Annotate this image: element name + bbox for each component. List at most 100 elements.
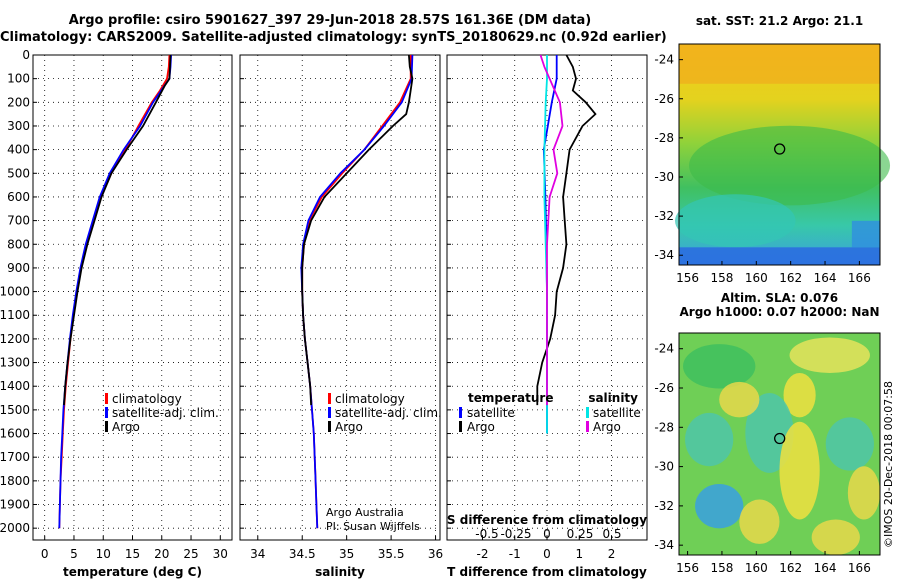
legend-swatch <box>586 407 589 418</box>
series-line-argo <box>63 54 172 406</box>
legend-label: Argo <box>112 420 140 434</box>
x-tick-label: 34.5 <box>289 547 316 561</box>
y-tick-label: -26 <box>654 381 674 395</box>
x-tick-label: 164 <box>814 271 837 285</box>
x-tick-label: 15 <box>125 547 140 561</box>
x-tick-label: 30 <box>213 547 228 561</box>
y-tick-label: 1900 <box>0 498 30 512</box>
y-tick-label: -34 <box>654 248 674 262</box>
legend-swatch <box>459 407 462 418</box>
series-line-climatology <box>301 55 412 529</box>
y-tick-label: 600 <box>7 190 30 204</box>
legend-swatch <box>328 407 331 418</box>
chart-title-line-1: Argo profile: csiro 5901627_397 29-Jun-2… <box>68 13 592 28</box>
map-sla_map: 156 158 160 162 164 166 -24 -26 -28 -30 -32 -34 Alti… <box>654 291 881 575</box>
panel-temperature: 0100200300400500600700800900100011001200… <box>0 48 233 579</box>
y-tick-label: 1300 <box>0 356 30 370</box>
legend-header: salinity <box>588 391 638 405</box>
x-tick-label: 10 <box>96 547 111 561</box>
y-tick-label: -26 <box>654 92 674 106</box>
legend-label: satellite-adj. clim. <box>335 406 442 420</box>
legend-swatch <box>328 421 331 432</box>
y-tick-label: -24 <box>654 342 674 356</box>
legend-swatch <box>586 421 589 432</box>
sst-green-patch <box>689 125 891 206</box>
top-tick-label: 0.5 <box>602 527 621 541</box>
legend-label: Argo <box>335 420 363 434</box>
sla-anomaly-patch <box>825 417 874 471</box>
map-frame <box>678 43 881 266</box>
y-tick-label: 700 <box>7 214 30 228</box>
sst-cold-band <box>679 247 880 265</box>
sla-anomaly-patch <box>783 372 816 418</box>
legend-label: satellite <box>593 406 641 420</box>
y-tick-label: 100 <box>7 72 30 86</box>
panel-salinity: 34 34.5 35 35.5 36 salinity climatologysatelli… <box>239 54 443 579</box>
series-line-temperature-argo <box>536 54 597 406</box>
x-tick-label: -2 <box>476 547 488 561</box>
sla-anomaly-patch <box>811 519 860 555</box>
x-axis-label: salinity <box>315 565 365 579</box>
sst-cyan-patch <box>674 194 796 248</box>
sla-anomaly-patch <box>719 381 760 418</box>
x-tick-label: 35.5 <box>378 547 405 561</box>
x-tick-label: 35 <box>339 547 354 561</box>
top-tick-label: -0.5 <box>475 527 498 541</box>
series-line-satellite-adj-clim- <box>58 54 172 529</box>
x-tick-label: 158 <box>710 271 733 285</box>
y-tick-label: -34 <box>654 538 674 552</box>
x-tick-label: 160 <box>745 271 768 285</box>
chart-title-line-2: Climatology: CARS2009. Satellite-adjuste… <box>0 30 667 45</box>
x-axis-label: temperature (deg C) <box>63 565 202 579</box>
y-tick-label: 1000 <box>0 285 30 299</box>
x-tick-label: 160 <box>745 561 768 575</box>
x-tick-label: 166 <box>848 271 871 285</box>
argo-position-marker <box>774 432 786 445</box>
x-tick-label: 156 <box>676 271 699 285</box>
y-tick-label: 1700 <box>0 450 30 464</box>
x-tick-label: 158 <box>710 561 733 575</box>
y-tick-label: 0 <box>22 48 30 62</box>
top-x-axis-label: S difference from climatology <box>447 513 647 527</box>
map-title: sat. SST: 21.2 Argo: 21.1 <box>696 14 863 28</box>
x-tick-label: 156 <box>676 561 699 575</box>
x-tick-label: 162 <box>779 561 802 575</box>
legend-swatch <box>328 393 331 404</box>
y-tick-label: -24 <box>654 53 674 67</box>
y-tick-label: 1600 <box>0 427 30 441</box>
series-line-salinity-argo <box>539 54 564 406</box>
legend-swatch <box>459 421 462 432</box>
y-tick-label: -28 <box>654 420 674 434</box>
legend-label: Argo <box>467 420 495 434</box>
x-tick-label: -1 <box>509 547 521 561</box>
x-tick-label: 36 <box>428 547 443 561</box>
x-tick-label: 0 <box>543 547 551 561</box>
sla-anomaly-patch <box>739 499 780 544</box>
y-tick-label: -30 <box>654 170 674 184</box>
y-tick-label: -28 <box>654 131 674 145</box>
legend-swatch <box>105 393 108 404</box>
sla-anomaly-patch <box>683 344 756 389</box>
x-tick-label: 162 <box>779 271 802 285</box>
legend-swatch <box>105 421 108 432</box>
legend-label: Argo <box>593 420 621 434</box>
y-tick-label: 1800 <box>0 474 30 488</box>
x-tick-label: 20 <box>154 547 169 561</box>
map-sst_map: 156 158 160 162 164 166 -24 -26 -28 -30 -32 -34 sat.… <box>654 14 891 285</box>
x-tick-label: 164 <box>814 561 837 575</box>
y-tick-label: 300 <box>7 119 30 133</box>
sla-anomaly-patch <box>695 483 744 529</box>
x-tick-label: 1 <box>575 547 583 561</box>
x-axis-label: T difference from climatology <box>447 565 647 579</box>
y-tick-label: 1400 <box>0 379 30 393</box>
x-tick-label: 5 <box>70 547 78 561</box>
map-subtitle: Argo h1000: 0.07 h2000: NaN <box>679 305 879 319</box>
sla-anomaly-patch <box>789 337 870 373</box>
y-tick-label: 2000 <box>0 521 30 535</box>
x-tick-label: 25 <box>183 547 198 561</box>
y-tick-label: 1200 <box>0 332 30 346</box>
legend-label: climatology <box>112 392 182 406</box>
y-tick-label: 200 <box>7 95 30 109</box>
panel-difference: -2 -1 0 1 2 T difference from climatology temp… <box>446 54 648 579</box>
y-tick-label: 1100 <box>0 308 30 322</box>
